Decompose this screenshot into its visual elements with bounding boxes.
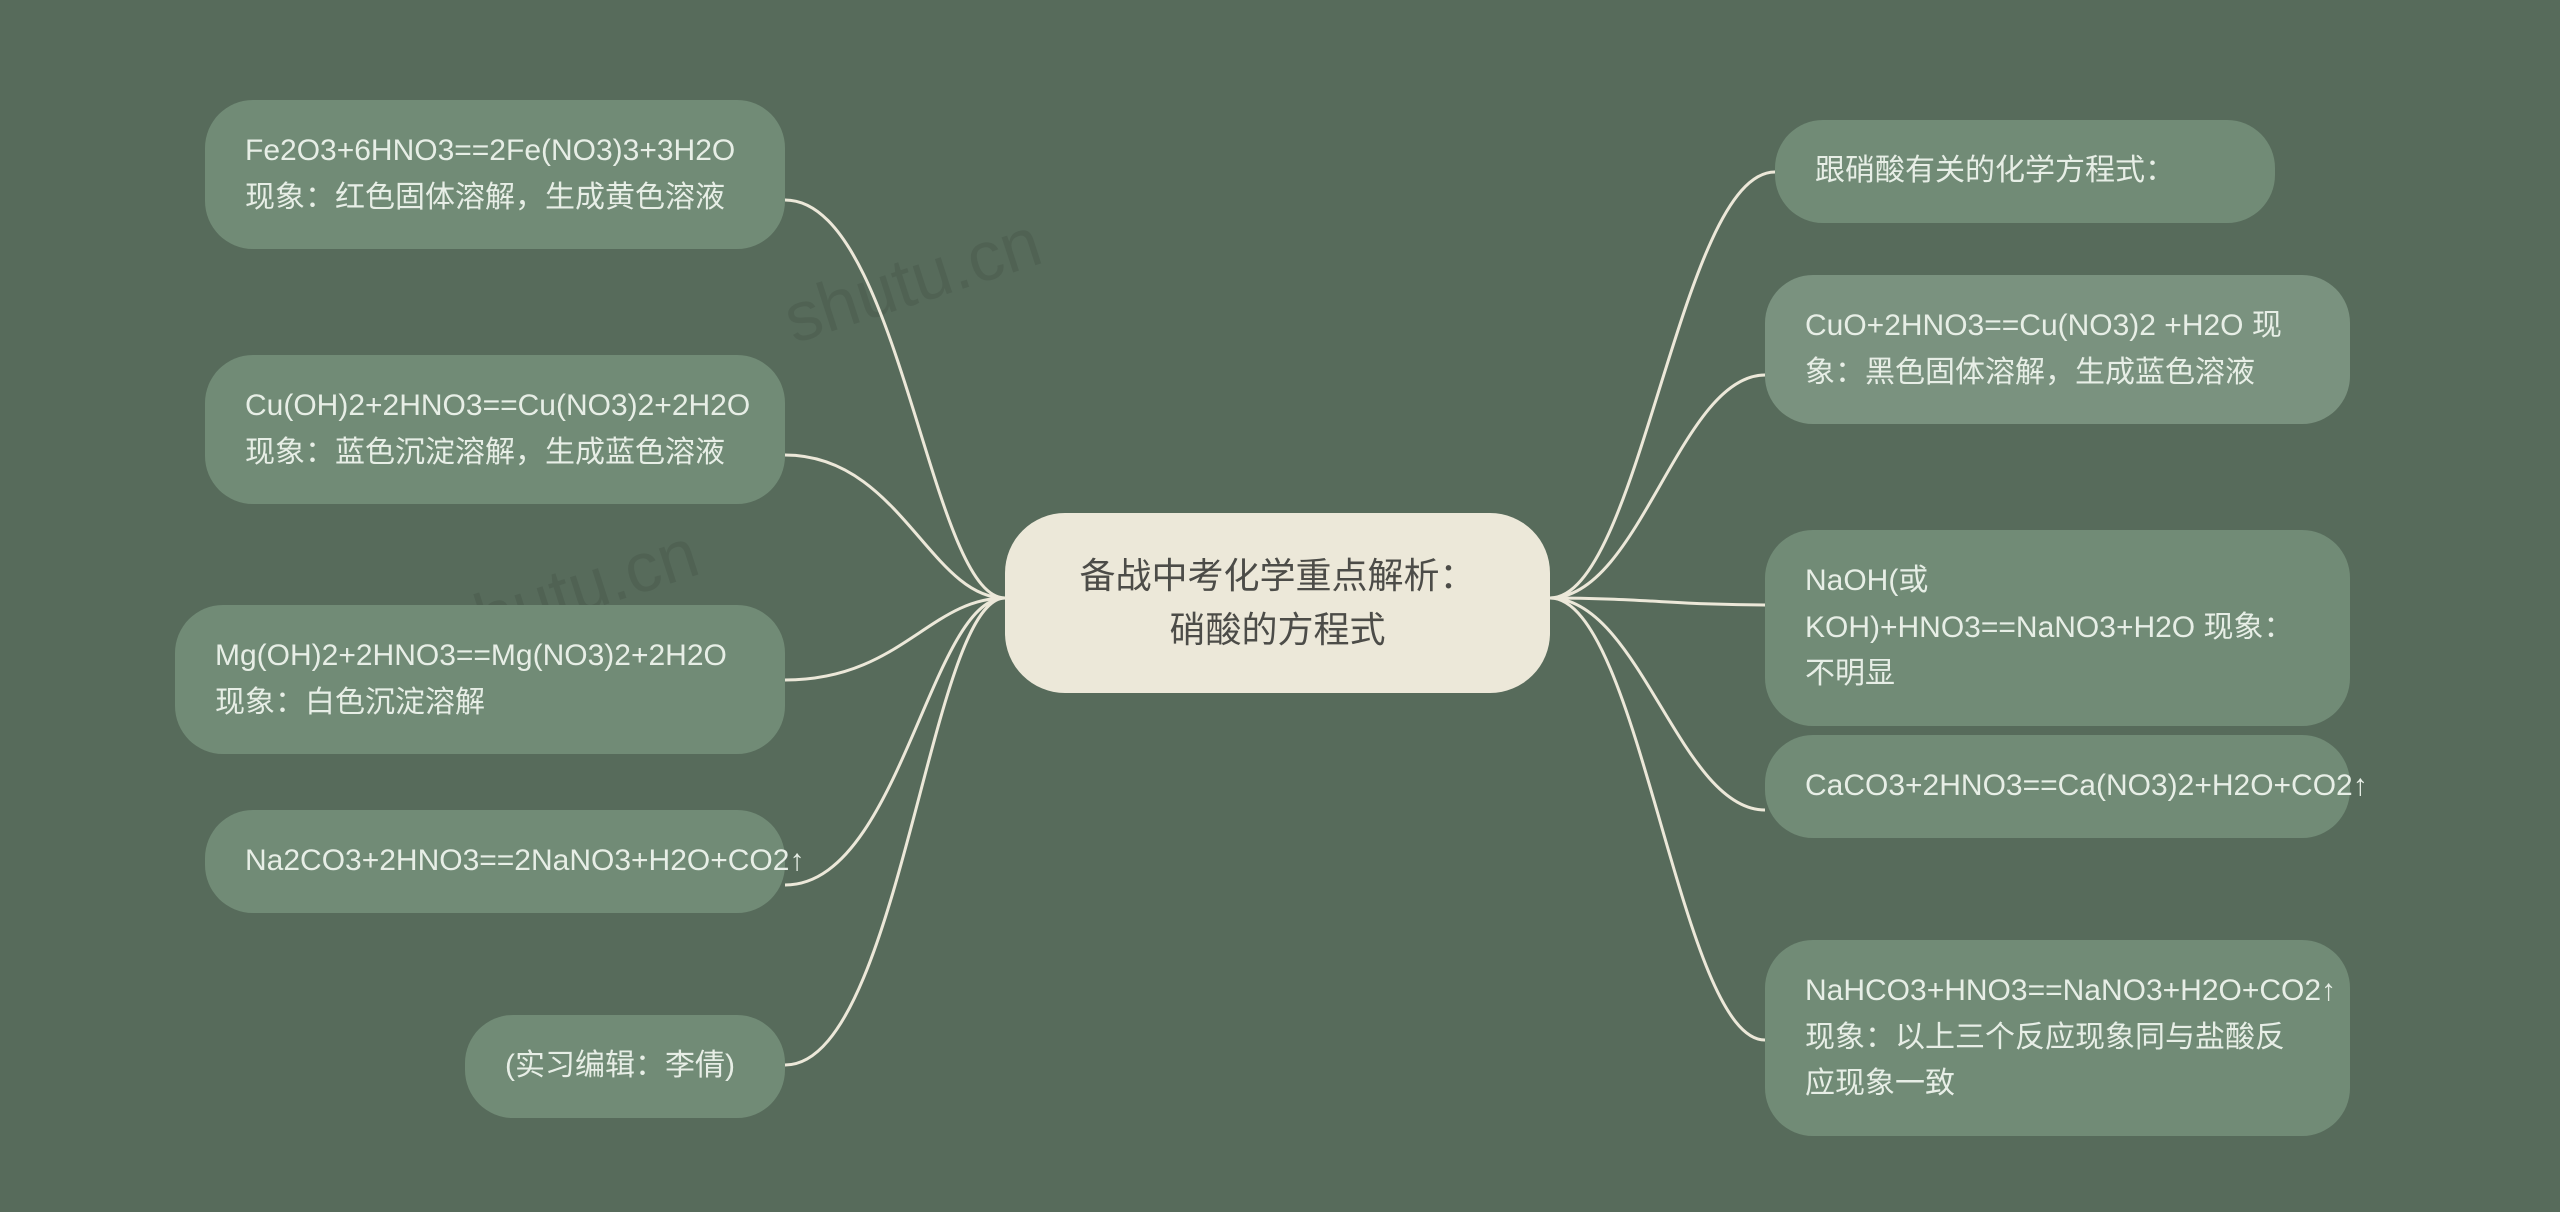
node-text: CaCO3+2HNO3==Ca(NO3)2+H2O+CO2↑ — [1805, 769, 2368, 802]
node-text: Mg(OH)2+2HNO3==Mg(NO3)2+2H2O 现象：白色沉淀溶解 — [215, 639, 727, 719]
left-node-na2co3: Na2CO3+2HNO3==2NaNO3+H2O+CO2↑ — [205, 810, 785, 913]
node-text: 跟硝酸有关的化学方程式： — [1815, 154, 2175, 187]
left-node-cuoh2: Cu(OH)2+2HNO3==Cu(NO3)2+2H2O 现象：蓝色沉淀溶解，生… — [205, 355, 785, 504]
left-node-fe2o3: Fe2O3+6HNO3==2Fe(NO3)3+3H2O 现象：红色固体溶解，生成… — [205, 100, 785, 249]
right-node-nahco3: NaHCO3+HNO3==NaNO3+H2O+CO2↑ 现象：以上三个反应现象同… — [1765, 940, 2350, 1136]
center-node: 备战中考化学重点解析：硝酸的方程式 — [1005, 513, 1550, 693]
watermark: shutu.cn — [774, 201, 1050, 359]
node-text: NaHCO3+HNO3==NaNO3+H2O+CO2↑ 现象：以上三个反应现象同… — [1805, 974, 2336, 1100]
node-text: Na2CO3+2HNO3==2NaNO3+H2O+CO2↑ — [245, 844, 804, 877]
right-node-heading: 跟硝酸有关的化学方程式： — [1775, 120, 2275, 223]
node-text: Fe2O3+6HNO3==2Fe(NO3)3+3H2O 现象：红色固体溶解，生成… — [245, 134, 735, 214]
right-node-naoh: NaOH(或KOH)+HNO3==NaNO3+H2O 现象：不明显 — [1765, 530, 2350, 726]
left-node-editor: (实习编辑：李倩) — [465, 1015, 785, 1118]
node-text: Cu(OH)2+2HNO3==Cu(NO3)2+2H2O 现象：蓝色沉淀溶解，生… — [245, 389, 750, 469]
node-text: (实习编辑：李倩) — [505, 1049, 735, 1082]
right-node-cuo: CuO+2HNO3==Cu(NO3)2 +H2O 现象：黑色固体溶解，生成蓝色溶… — [1765, 275, 2350, 424]
node-text: CuO+2HNO3==Cu(NO3)2 +H2O 现象：黑色固体溶解，生成蓝色溶… — [1805, 309, 2282, 389]
right-node-caco3: CaCO3+2HNO3==Ca(NO3)2+H2O+CO2↑ — [1765, 735, 2350, 838]
center-title: 备战中考化学重点解析：硝酸的方程式 — [1079, 555, 1475, 650]
node-text: NaOH(或KOH)+HNO3==NaNO3+H2O 现象：不明显 — [1805, 564, 2293, 690]
left-node-mgoh2: Mg(OH)2+2HNO3==Mg(NO3)2+2H2O 现象：白色沉淀溶解 — [175, 605, 785, 754]
